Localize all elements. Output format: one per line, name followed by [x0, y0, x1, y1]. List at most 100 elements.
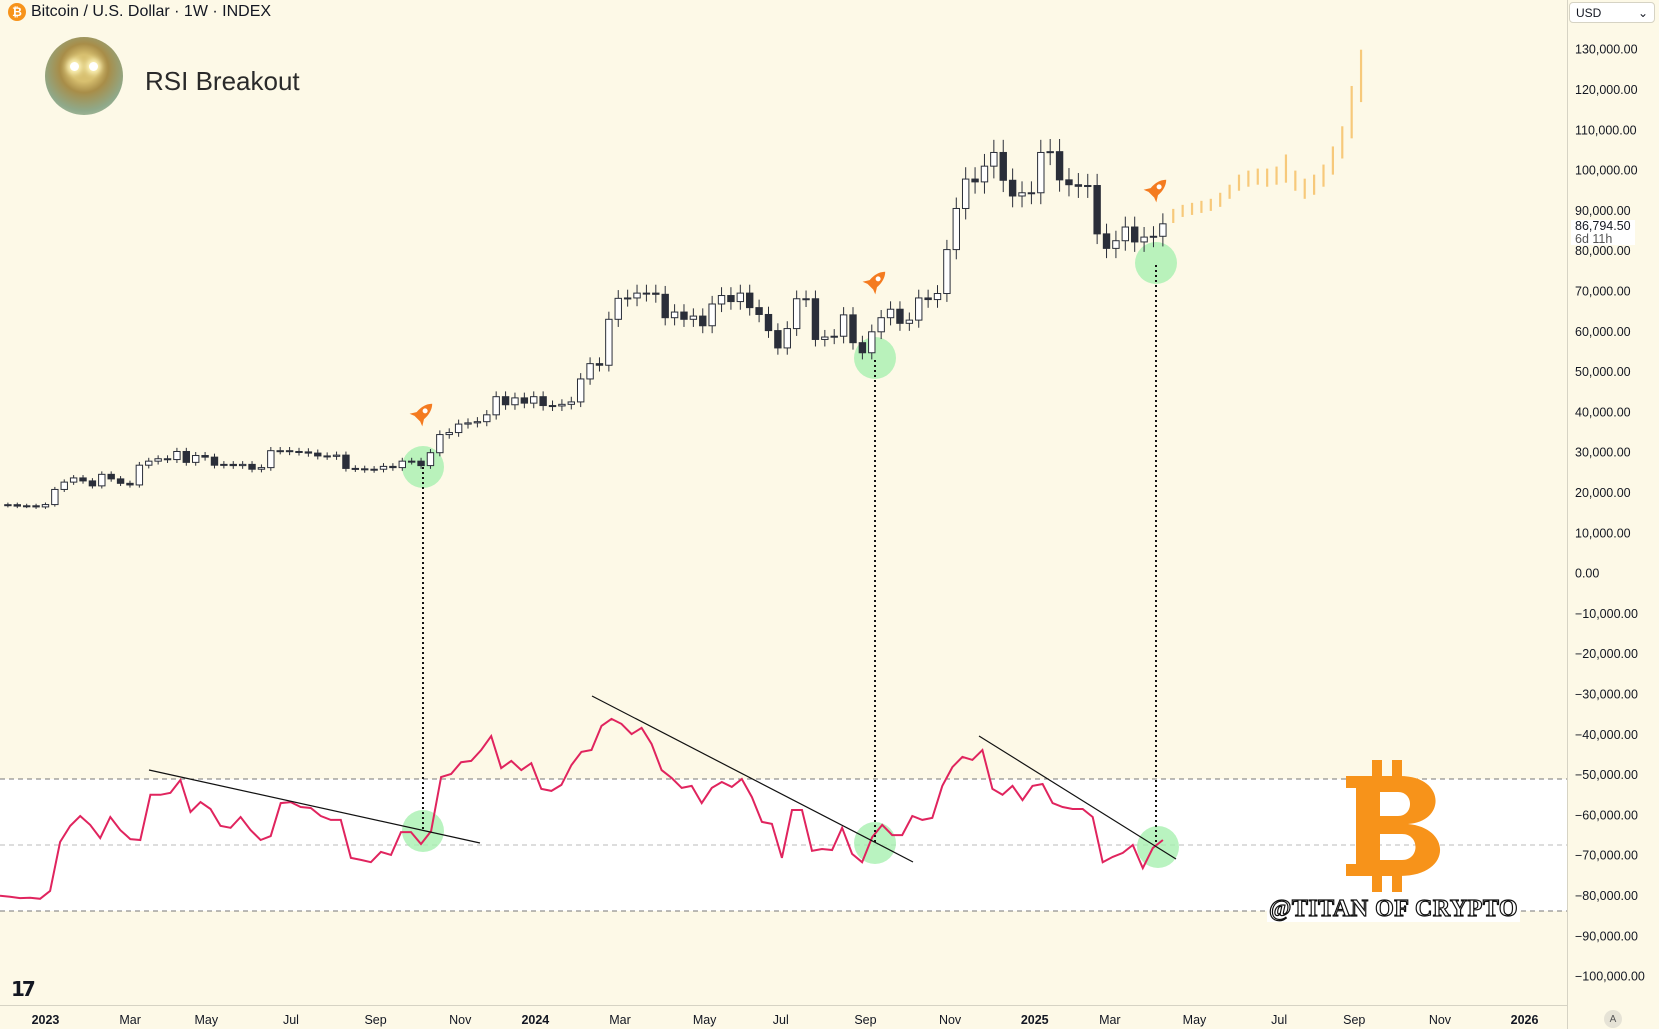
candle-down: [680, 311, 688, 320]
currency-select[interactable]: USD ⌄: [1569, 2, 1655, 23]
candle-up: [41, 504, 50, 508]
tradingview-logo-icon[interactable]: 17: [11, 977, 36, 1001]
symbol-title: Bitcoin / U.S. Dollar · 1W · INDEX: [31, 3, 272, 20]
candle-down: [595, 363, 604, 366]
candle-down: [774, 330, 782, 349]
candle-down: [1065, 179, 1073, 186]
candle-up: [623, 297, 632, 300]
drawings[interactable]: [148, 265, 1177, 863]
candle-up: [839, 314, 848, 337]
candle-down: [548, 405, 557, 408]
candle-up: [4, 504, 12, 507]
candle-down: [389, 465, 397, 469]
candle-up: [933, 293, 942, 301]
candle-down: [314, 452, 322, 457]
rocket-icon: [1143, 179, 1167, 203]
watermark: @TITAN OF CRYPTO: [1267, 895, 1521, 923]
rsi-trendline-1[interactable]: [148, 769, 481, 844]
candle-down: [764, 313, 773, 332]
candle-up: [454, 423, 463, 434]
candles: [4, 139, 1167, 509]
candle-up: [689, 315, 698, 320]
candle-down: [746, 292, 754, 309]
rsi-trendline-2[interactable]: [591, 695, 914, 863]
candle-up: [145, 460, 153, 466]
candle-down: [229, 463, 237, 467]
price-tick-label: 60,000.00: [1575, 325, 1631, 339]
candle-down: [417, 460, 425, 467]
candle-up: [792, 298, 801, 330]
time-tick-label: May: [194, 1013, 218, 1027]
candle-up: [98, 473, 106, 487]
candle-up: [576, 378, 585, 403]
auto-scale-button[interactable]: A: [1604, 1010, 1622, 1028]
price-tick-label: −30,000.00: [1575, 688, 1638, 702]
candle-down: [79, 477, 87, 482]
candle-down: [520, 397, 529, 404]
price-tick-label: −40,000.00: [1575, 728, 1638, 742]
candle-up: [670, 311, 679, 319]
price-tick-label: 110,000.00: [1575, 123, 1637, 137]
candle-up: [1046, 151, 1054, 154]
currency-value: USD: [1576, 5, 1602, 20]
price-axis[interactable]: 130,000.00 120,000.00 110,000.00 100,000.00…: [1575, 43, 1645, 984]
bitcoin-icon: ₿: [8, 3, 26, 21]
candle-up: [717, 295, 726, 305]
last-price: 86,794.50: [1575, 219, 1631, 233]
candle-up: [1018, 192, 1026, 197]
candle-up: [877, 317, 885, 333]
price-tick-label: 100,000.00: [1575, 164, 1638, 178]
price-tick-label: −80,000.00: [1575, 889, 1638, 903]
candle-down: [295, 450, 303, 453]
candle-down: [13, 504, 21, 507]
candle-up: [464, 422, 472, 425]
candle-down: [116, 478, 125, 484]
candle-down: [342, 454, 350, 469]
candle-up: [135, 464, 144, 486]
breakout-circle-3: [1135, 242, 1177, 284]
candle-up: [332, 454, 341, 457]
candle-down: [652, 292, 660, 295]
candle-up: [436, 434, 444, 454]
price-tick-label: 30,000.00: [1575, 446, 1631, 460]
candle-down: [924, 297, 932, 301]
candle-down: [163, 458, 172, 461]
candle-up: [952, 207, 960, 251]
candle-down: [1008, 179, 1017, 197]
candle-up: [1121, 226, 1130, 242]
time-tick-label: 2024: [521, 1013, 549, 1027]
candle-up: [238, 463, 247, 467]
candle-up: [154, 458, 162, 462]
candle-up: [558, 403, 566, 407]
candle-up: [586, 363, 594, 380]
rocket-icon: [862, 271, 886, 295]
last-price-label: 86,794.50 6d 11h: [1571, 220, 1635, 245]
candle-up: [426, 452, 435, 467]
rsi-trendline-3[interactable]: [978, 735, 1177, 860]
candle-down: [285, 450, 294, 453]
time-tick-label: 2025: [1021, 1013, 1049, 1027]
avatar-eye: [70, 62, 79, 71]
candle-down: [210, 456, 219, 466]
time-tick-label: Mar: [119, 1013, 141, 1027]
candle-up: [783, 328, 791, 349]
candle-up: [257, 467, 266, 470]
candle-up: [915, 297, 923, 321]
candle-down: [201, 455, 209, 458]
candle-down: [661, 293, 669, 319]
candle-down: [304, 451, 313, 454]
time-axis[interactable]: 2023 Mar May Jul Sep Nov 2024 Mar May Jul Sep Nov 20…: [32, 1013, 1539, 1027]
time-tick-label: Jul: [773, 1013, 789, 1027]
price-tick-label: −100,000.00: [1575, 970, 1645, 984]
candle-down: [858, 342, 867, 354]
candle-up: [736, 292, 745, 303]
price-tick-label: 130,000.00: [1575, 43, 1638, 57]
rocket-icon: [409, 403, 433, 427]
candle-down: [755, 307, 763, 315]
price-tick-label: 50,000.00: [1575, 365, 1631, 379]
candle-up: [605, 318, 613, 366]
candle-up: [802, 298, 810, 301]
price-tick-label: −70,000.00: [1575, 849, 1638, 863]
symbol-header[interactable]: ₿ Bitcoin / U.S. Dollar · 1W · INDEX: [8, 3, 271, 21]
